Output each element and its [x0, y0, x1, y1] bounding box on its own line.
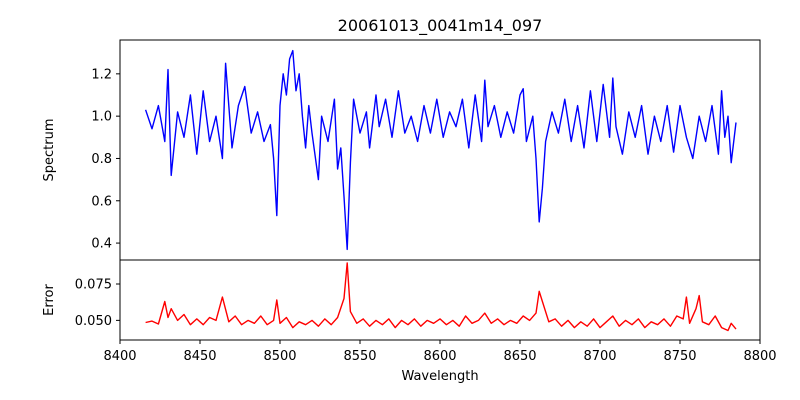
spectrum-y-tick-label: 0.8 — [91, 152, 112, 167]
error-panel: 0.050 0.075 Error — [42, 259, 761, 341]
error-y-axis-label: Error — [42, 284, 57, 316]
error-plot-area — [145, 262, 737, 332]
spectrum-panel: 0.4 0.6 0.8 1.0 1.2 Spectrum — [42, 39, 761, 261]
spectrum-y-tick-label: 1.0 — [91, 110, 112, 125]
spectrum-y-tick-label: 0.4 — [91, 237, 112, 252]
error-series-line-0 — [145, 262, 737, 332]
error-panel-frame — [119, 259, 761, 341]
x-tick-label: 8600 — [423, 349, 456, 364]
spectrum-plot-area — [144, 49, 737, 251]
error-y-tick-label: 0.050 — [75, 314, 112, 329]
x-tick-label: 8450 — [183, 349, 216, 364]
x-tick-label: 8500 — [263, 349, 296, 364]
error-y-ticks: 0.050 0.075 — [75, 278, 120, 329]
chart-title: 20061013_0041m14_097 — [338, 16, 543, 36]
spectrum-y-ticks: 0.4 0.6 0.8 1.0 1.2 — [91, 67, 120, 252]
x-axis-ticks: 8400 8450 8500 8550 8600 8650 8700 8750 8800 — [103, 340, 777, 364]
x-tick-label: 8400 — [103, 349, 136, 364]
error-y-tick-label: 0.075 — [75, 278, 112, 293]
spectrum-y-tick-label: 1.2 — [91, 67, 112, 82]
spectrum-y-tick-label: 0.6 — [91, 194, 112, 209]
spectrum-series-line-0 — [144, 49, 737, 251]
x-tick-label: 8700 — [583, 349, 616, 364]
spectrum-y-axis-label: Spectrum — [42, 119, 57, 182]
x-tick-label: 8650 — [503, 349, 536, 364]
x-tick-label: 8800 — [743, 349, 776, 364]
x-tick-label: 8750 — [663, 349, 696, 364]
x-tick-label: 8550 — [343, 349, 376, 364]
spectrum-panel-frame — [119, 39, 761, 261]
x-axis-label: Wavelength — [401, 369, 478, 384]
